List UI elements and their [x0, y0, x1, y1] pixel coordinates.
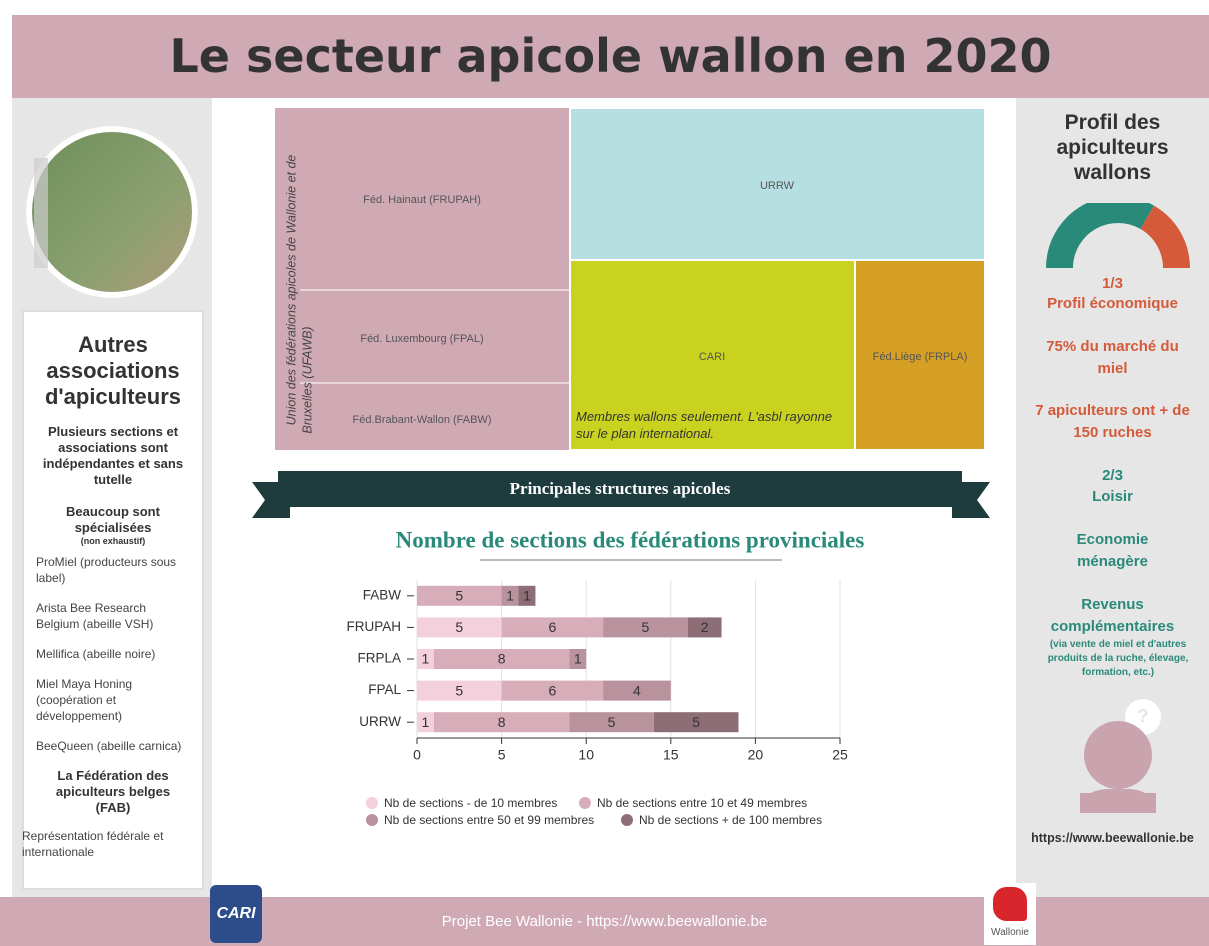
value-label: 1 [422, 651, 430, 667]
value-label: 5 [455, 588, 463, 604]
legend-label: Nb de sections entre 10 et 49 membres [597, 796, 807, 810]
legend-label: Nb de sections - de 10 membres [384, 796, 557, 810]
value-label: 6 [548, 619, 556, 635]
cell-label: URRW [760, 180, 795, 192]
value-label: 1 [523, 588, 531, 604]
note-wrap: Membres wallons seulement. L'asbl rayonn… [576, 408, 846, 448]
logo-cari: CARI [210, 885, 262, 943]
value-label: 5 [455, 682, 463, 698]
x-tick-label: 20 [748, 747, 764, 763]
value-label: 1 [422, 714, 430, 730]
value-label: 1 [574, 651, 582, 667]
value-label: 5 [642, 619, 650, 635]
legend-marker [579, 797, 591, 809]
y-tick-label: FPAL [368, 682, 401, 697]
footer: Projet Bee Wallonie - https://www.beewal… [0, 897, 1209, 946]
group-label: Union des fédérations apicoles de Wallon… [284, 155, 298, 426]
legend-marker [366, 814, 378, 826]
group-label: Bruxelles (UFAWB) [300, 326, 314, 433]
logo-wallonie: Wallonie [984, 883, 1036, 945]
chart-title: Nombre de sections des fédérations provi… [396, 527, 865, 552]
value-label: 5 [608, 714, 616, 730]
x-tick-label: 5 [498, 747, 506, 763]
value-label: 8 [498, 651, 506, 667]
value-label: 2 [701, 619, 709, 635]
main-graphics: Union des fédérations apicoles de Wallon… [0, 0, 1209, 897]
legend-marker [366, 797, 378, 809]
cari-note: Membres wallons seulement. L'asbl rayonn… [576, 408, 846, 442]
x-tick-label: 0 [413, 747, 421, 763]
legend-label: Nb de sections entre 50 et 99 membres [384, 813, 594, 827]
cell-label: CARI [699, 351, 725, 363]
value-label: 5 [455, 619, 463, 635]
y-tick-label: FRUPAH [346, 619, 401, 634]
value-label: 5 [692, 714, 700, 730]
x-tick-label: 10 [578, 747, 594, 763]
value-label: 6 [548, 682, 556, 698]
legend-label: Nb de sections + de 100 membres [639, 813, 822, 827]
cell-label: Féd.Liège (FRPLA) [873, 351, 968, 363]
cell-label: Féd. Hainaut (FRUPAH) [363, 194, 481, 206]
treemap-group [275, 108, 570, 450]
value-label: 1 [506, 588, 514, 604]
cell-label: Féd.Brabant-Wallon (FABW) [353, 414, 492, 426]
banner-text: Principales structures apicoles [510, 479, 731, 498]
x-tick-label: 15 [663, 747, 679, 763]
cell-label: Féd. Luxembourg (FPAL) [360, 333, 483, 345]
page: Le secteur apicole wallon en 2020 Autres… [0, 0, 1209, 946]
value-label: 4 [633, 682, 641, 698]
y-tick-label: FRPLA [357, 651, 401, 666]
legend-marker [621, 814, 633, 826]
x-tick-label: 25 [832, 747, 848, 763]
y-tick-label: URRW [359, 714, 401, 729]
logo-text: Wallonie [984, 927, 1036, 938]
y-tick-label: FABW [363, 587, 402, 602]
value-label: 8 [498, 714, 506, 730]
